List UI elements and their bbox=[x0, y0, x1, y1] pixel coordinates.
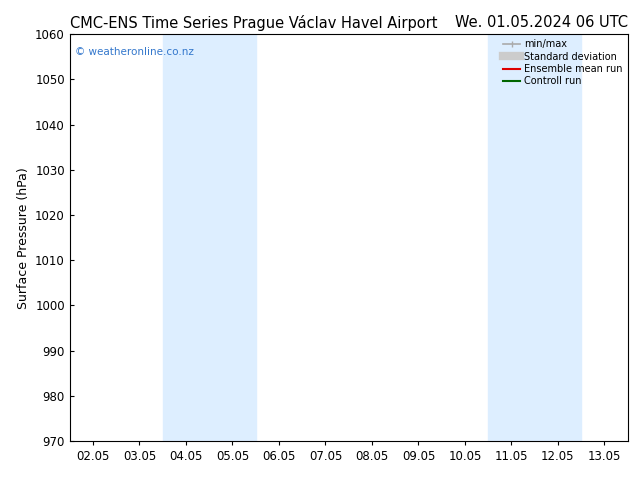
Bar bbox=[488, 34, 581, 441]
Y-axis label: Surface Pressure (hPa): Surface Pressure (hPa) bbox=[16, 167, 30, 309]
Text: © weatheronline.co.nz: © weatheronline.co.nz bbox=[75, 47, 194, 56]
Text: We. 01.05.2024 06 UTC: We. 01.05.2024 06 UTC bbox=[455, 15, 628, 30]
Bar bbox=[163, 34, 256, 441]
Text: CMC-ENS Time Series Prague Václav Havel Airport: CMC-ENS Time Series Prague Václav Havel … bbox=[70, 15, 437, 31]
Legend: min/max, Standard deviation, Ensemble mean run, Controll run: min/max, Standard deviation, Ensemble me… bbox=[503, 39, 623, 86]
